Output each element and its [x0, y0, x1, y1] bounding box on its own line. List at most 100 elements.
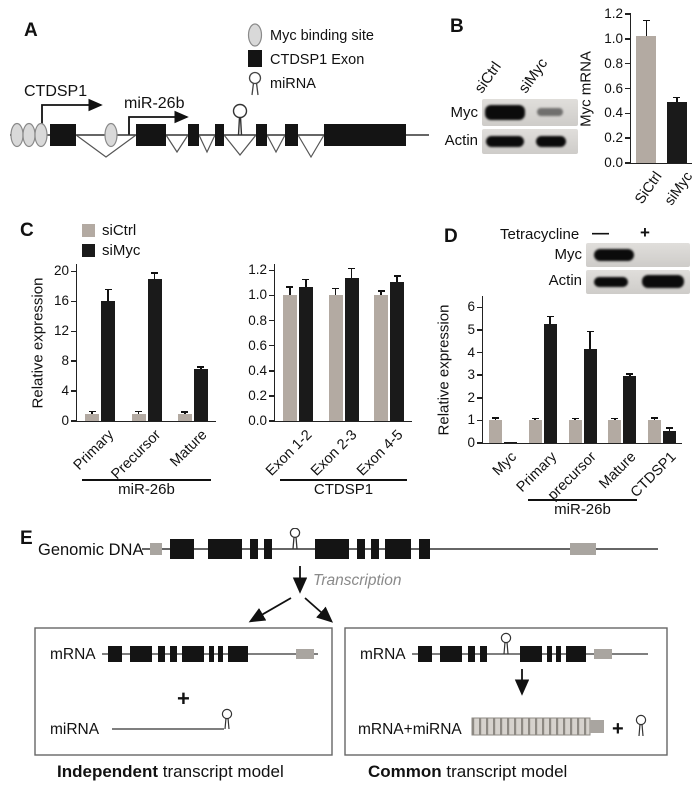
error-bar	[350, 269, 353, 278]
bar-siCtrl	[282, 295, 297, 421]
panel-e-model-diagram: Genomic DNA Transcription	[34, 528, 668, 756]
legend-simyc-label: siMyc	[102, 242, 141, 259]
myc-binding-site-icon	[247, 23, 263, 47]
y-tick-label: 20	[53, 263, 69, 279]
x-category-label: Exon 1-2	[262, 427, 316, 480]
error-bar	[589, 332, 591, 350]
ctdsp1-gene-label: CTDSP1	[24, 83, 87, 100]
error-bar	[396, 276, 398, 282]
bar-Tet-plus	[663, 430, 677, 443]
error-bar	[200, 367, 202, 370]
y-tick-label: 0.8	[248, 312, 267, 328]
tet-actin-blot	[586, 270, 690, 294]
y-tick	[476, 419, 483, 422]
error-bar-cap	[586, 330, 594, 333]
right-plus-sign: +	[612, 718, 624, 740]
bar-siCtrl	[177, 413, 192, 421]
sictrl-swatch	[82, 224, 95, 237]
bar-Tet-minus	[528, 420, 542, 443]
legend-exon-label: CTDSP1 Exon	[270, 52, 364, 68]
mir26b-plot-area: 0 4 8 12 16 20 Primary Precursor Mature miR-26b	[54, 263, 216, 498]
tet-blot-row-label-myc: Myc	[554, 246, 583, 263]
bar-Tet-plus	[583, 349, 597, 443]
blot-row-label-myc: Myc	[450, 104, 479, 121]
tetracycline-minus: —	[592, 223, 609, 242]
gene-structure: CTDSP1 miR-26b	[10, 83, 429, 159]
y-tick-label: 0.8	[604, 55, 623, 71]
y-tick-label: 3	[467, 367, 475, 383]
bar-siCtrl	[131, 413, 146, 421]
tet-expression-chart: Relative expression 0 1 2 3 4 5 6 Myc Primary pre…	[436, 282, 698, 522]
panel-a-label: A	[24, 20, 38, 41]
transcription-label: Transcription	[313, 572, 401, 589]
y-tick-label: 0	[61, 413, 69, 428]
left-plus-sign: +	[177, 686, 190, 711]
y-tick	[268, 294, 275, 297]
x-category-label: Precursor	[108, 427, 164, 483]
simyc-swatch	[82, 244, 95, 257]
error-bar-cap	[88, 410, 96, 413]
mir26b-label: miR-26b	[124, 95, 185, 112]
myc-mrna-plot-area: 0.0 0.2 0.4 0.6 0.8 1.0 1.2 SiCtrl siMyc	[604, 6, 696, 209]
y-tick-label: 0.4	[248, 362, 267, 378]
blot-row-label-actin: Actin	[444, 132, 478, 149]
caption-common-bold: Common	[368, 762, 442, 781]
myc-binding-site-ovals	[10, 122, 118, 148]
y-tick-label: 0.0	[248, 413, 267, 428]
y-tick	[476, 306, 483, 309]
bar-siMyc	[390, 281, 405, 421]
right-mrna-diagram	[412, 632, 648, 662]
panel-c-label: C	[20, 220, 34, 241]
error-bar-cap	[348, 267, 355, 270]
legend-sictrl-label: siCtrl	[102, 222, 137, 239]
error-bar-cap	[377, 290, 385, 292]
y-tick	[268, 269, 275, 272]
y-tick	[268, 370, 275, 372]
bar-siCtrl	[85, 413, 100, 421]
y-tick	[70, 420, 77, 422]
bar-siMyc	[298, 286, 313, 421]
bar-Tet-plus	[623, 376, 637, 443]
actin-band-sictrl	[486, 136, 524, 147]
myc-band-simyc	[537, 108, 563, 116]
caption-common-model: Common transcript model	[368, 762, 567, 782]
y-tick-label: 0.6	[248, 337, 267, 353]
mirna-hairpin	[232, 103, 248, 136]
y-tick-label: 4	[467, 344, 475, 360]
panel-d-label: D	[444, 226, 458, 247]
y-tick-label: 0	[467, 435, 475, 450]
tet-blot-row-label-actin: Actin	[548, 272, 582, 289]
y-tick-label: 8	[61, 353, 69, 369]
x-category-label: SiCtrl	[631, 169, 666, 208]
error-bar	[137, 412, 140, 414]
error-bar-cap	[104, 288, 112, 291]
y-tick	[70, 330, 77, 333]
branch-arrow-right	[304, 597, 334, 623]
error-bar	[494, 418, 497, 421]
error-bar-cap	[135, 410, 142, 413]
y-tick	[70, 360, 77, 362]
y-tick	[476, 397, 483, 399]
bar-siMyc	[193, 369, 208, 421]
error-bar-cap	[531, 417, 539, 420]
bar-Tet-minus	[488, 420, 502, 443]
exon-icon	[248, 50, 262, 67]
y-tick-label: 0.2	[248, 387, 267, 403]
y-tick-label: 0.4	[604, 105, 623, 121]
y-tick-label: 0.0	[604, 155, 623, 170]
y-tick-label: 1	[467, 412, 475, 428]
y-tick	[268, 395, 275, 397]
myc-blot	[482, 99, 578, 126]
bar-Tet-minus	[608, 420, 622, 443]
blot-lane-label-sictrl: siCtrl	[471, 58, 505, 97]
error-bar-cap	[151, 272, 158, 274]
y-tick	[70, 270, 77, 273]
y-tick	[624, 62, 631, 65]
error-bar	[334, 289, 337, 296]
error-bar-cap	[491, 417, 499, 419]
y-tick-label: 0.2	[604, 130, 623, 146]
ctdsp1-exon-plot-area: 0.0 0.2 0.4 0.6 0.8 1.0 1.2 Exon 1-2 Exon 2-3 Exo…	[248, 262, 412, 498]
group-underline	[82, 479, 211, 481]
error-bar	[629, 374, 631, 377]
x-category-label: Primary	[70, 427, 118, 474]
